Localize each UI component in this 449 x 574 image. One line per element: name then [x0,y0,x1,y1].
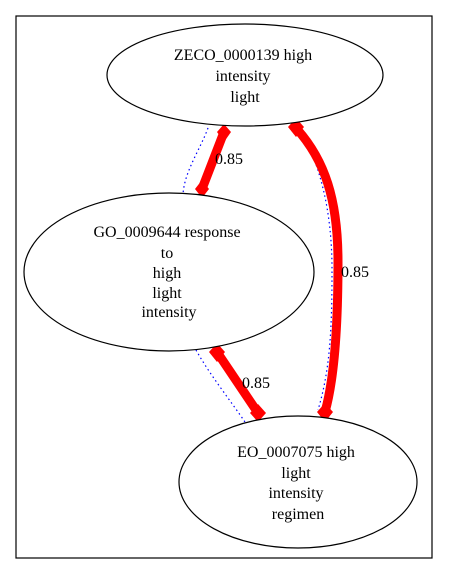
node-eo-shape [179,416,417,548]
node-eo-line: EO_0007075 high [237,444,355,461]
node-zeco-line: light [230,89,260,106]
node-zeco-line: ZECO_0000139 high [174,47,312,64]
edge-zeco-eo-label: 0.85 [341,264,369,281]
node-go-line: to [161,245,173,262]
node-eo-line: intensity [268,485,323,502]
edge-go-eo-label: 0.85 [242,375,270,392]
node-go-line: light [152,285,182,302]
node-eo-line: light [281,465,311,482]
node-go-line: high [153,265,181,282]
node-go-line: GO_0009644 response [93,224,240,241]
node-eo[interactable]: EO_0007075 high light intensity regimen [179,416,417,548]
node-zeco[interactable]: ZECO_0000139 high intensity light [107,24,383,126]
node-eo-line: regimen [272,506,324,523]
edge-zeco-go-label: 0.85 [215,151,243,168]
node-go[interactable]: GO_0009644 response to high light intens… [24,193,314,351]
node-go-line: intensity [141,304,196,321]
node-zeco-line: intensity [215,68,270,85]
